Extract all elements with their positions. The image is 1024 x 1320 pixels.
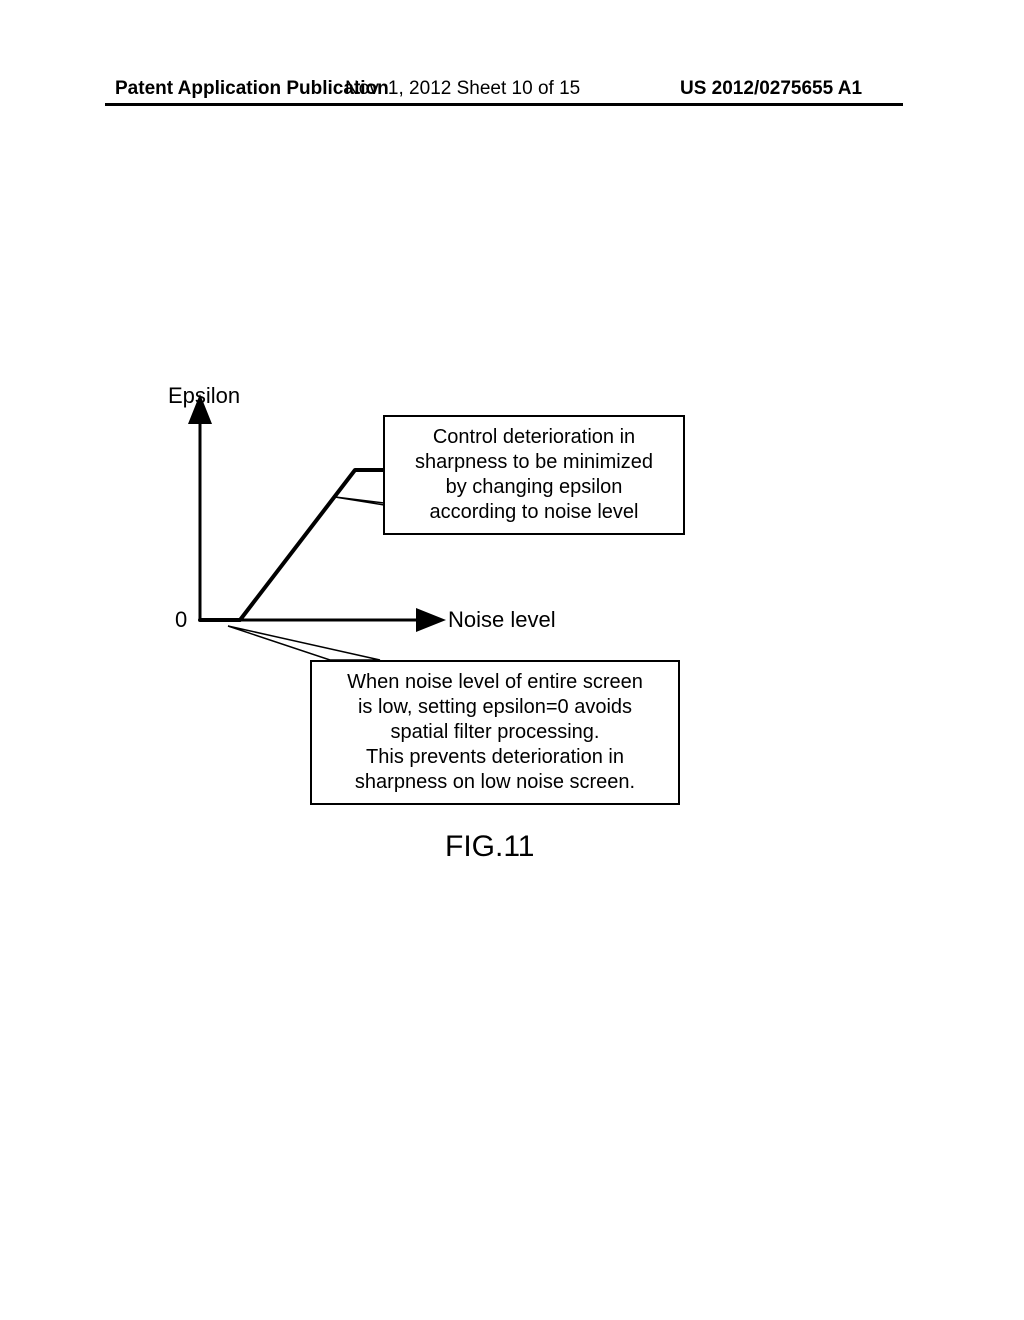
upper-callout-line: according to noise level [399,500,669,525]
upper-callout-box: Control deterioration in sharpness to be… [383,415,685,535]
lower-callout-box: When noise level of entire screen is low… [310,660,680,805]
lower-callout-line: is low, setting epsilon=0 avoids [326,695,664,720]
x-axis-label: Noise level [448,607,556,633]
lower-callout-line: When noise level of entire screen [326,670,664,695]
lower-callout-line: spatial filter processing. [326,720,664,745]
figure-caption: FIG.11 [445,830,534,864]
y-axis-label: Epsilon [168,383,240,409]
lower-callout-line: sharpness on low noise screen. [326,770,664,795]
upper-callout-line: by changing epsilon [399,475,669,500]
upper-callout-line: Control deterioration in [399,425,669,450]
lower-callout-pointer [228,626,380,660]
lower-callout-line: This prevents deterioration in [326,745,664,770]
upper-callout-line: sharpness to be minimized [399,450,669,475]
page: Patent Application Publication Nov. 1, 2… [0,0,1024,1320]
origin-label: 0 [175,607,187,633]
